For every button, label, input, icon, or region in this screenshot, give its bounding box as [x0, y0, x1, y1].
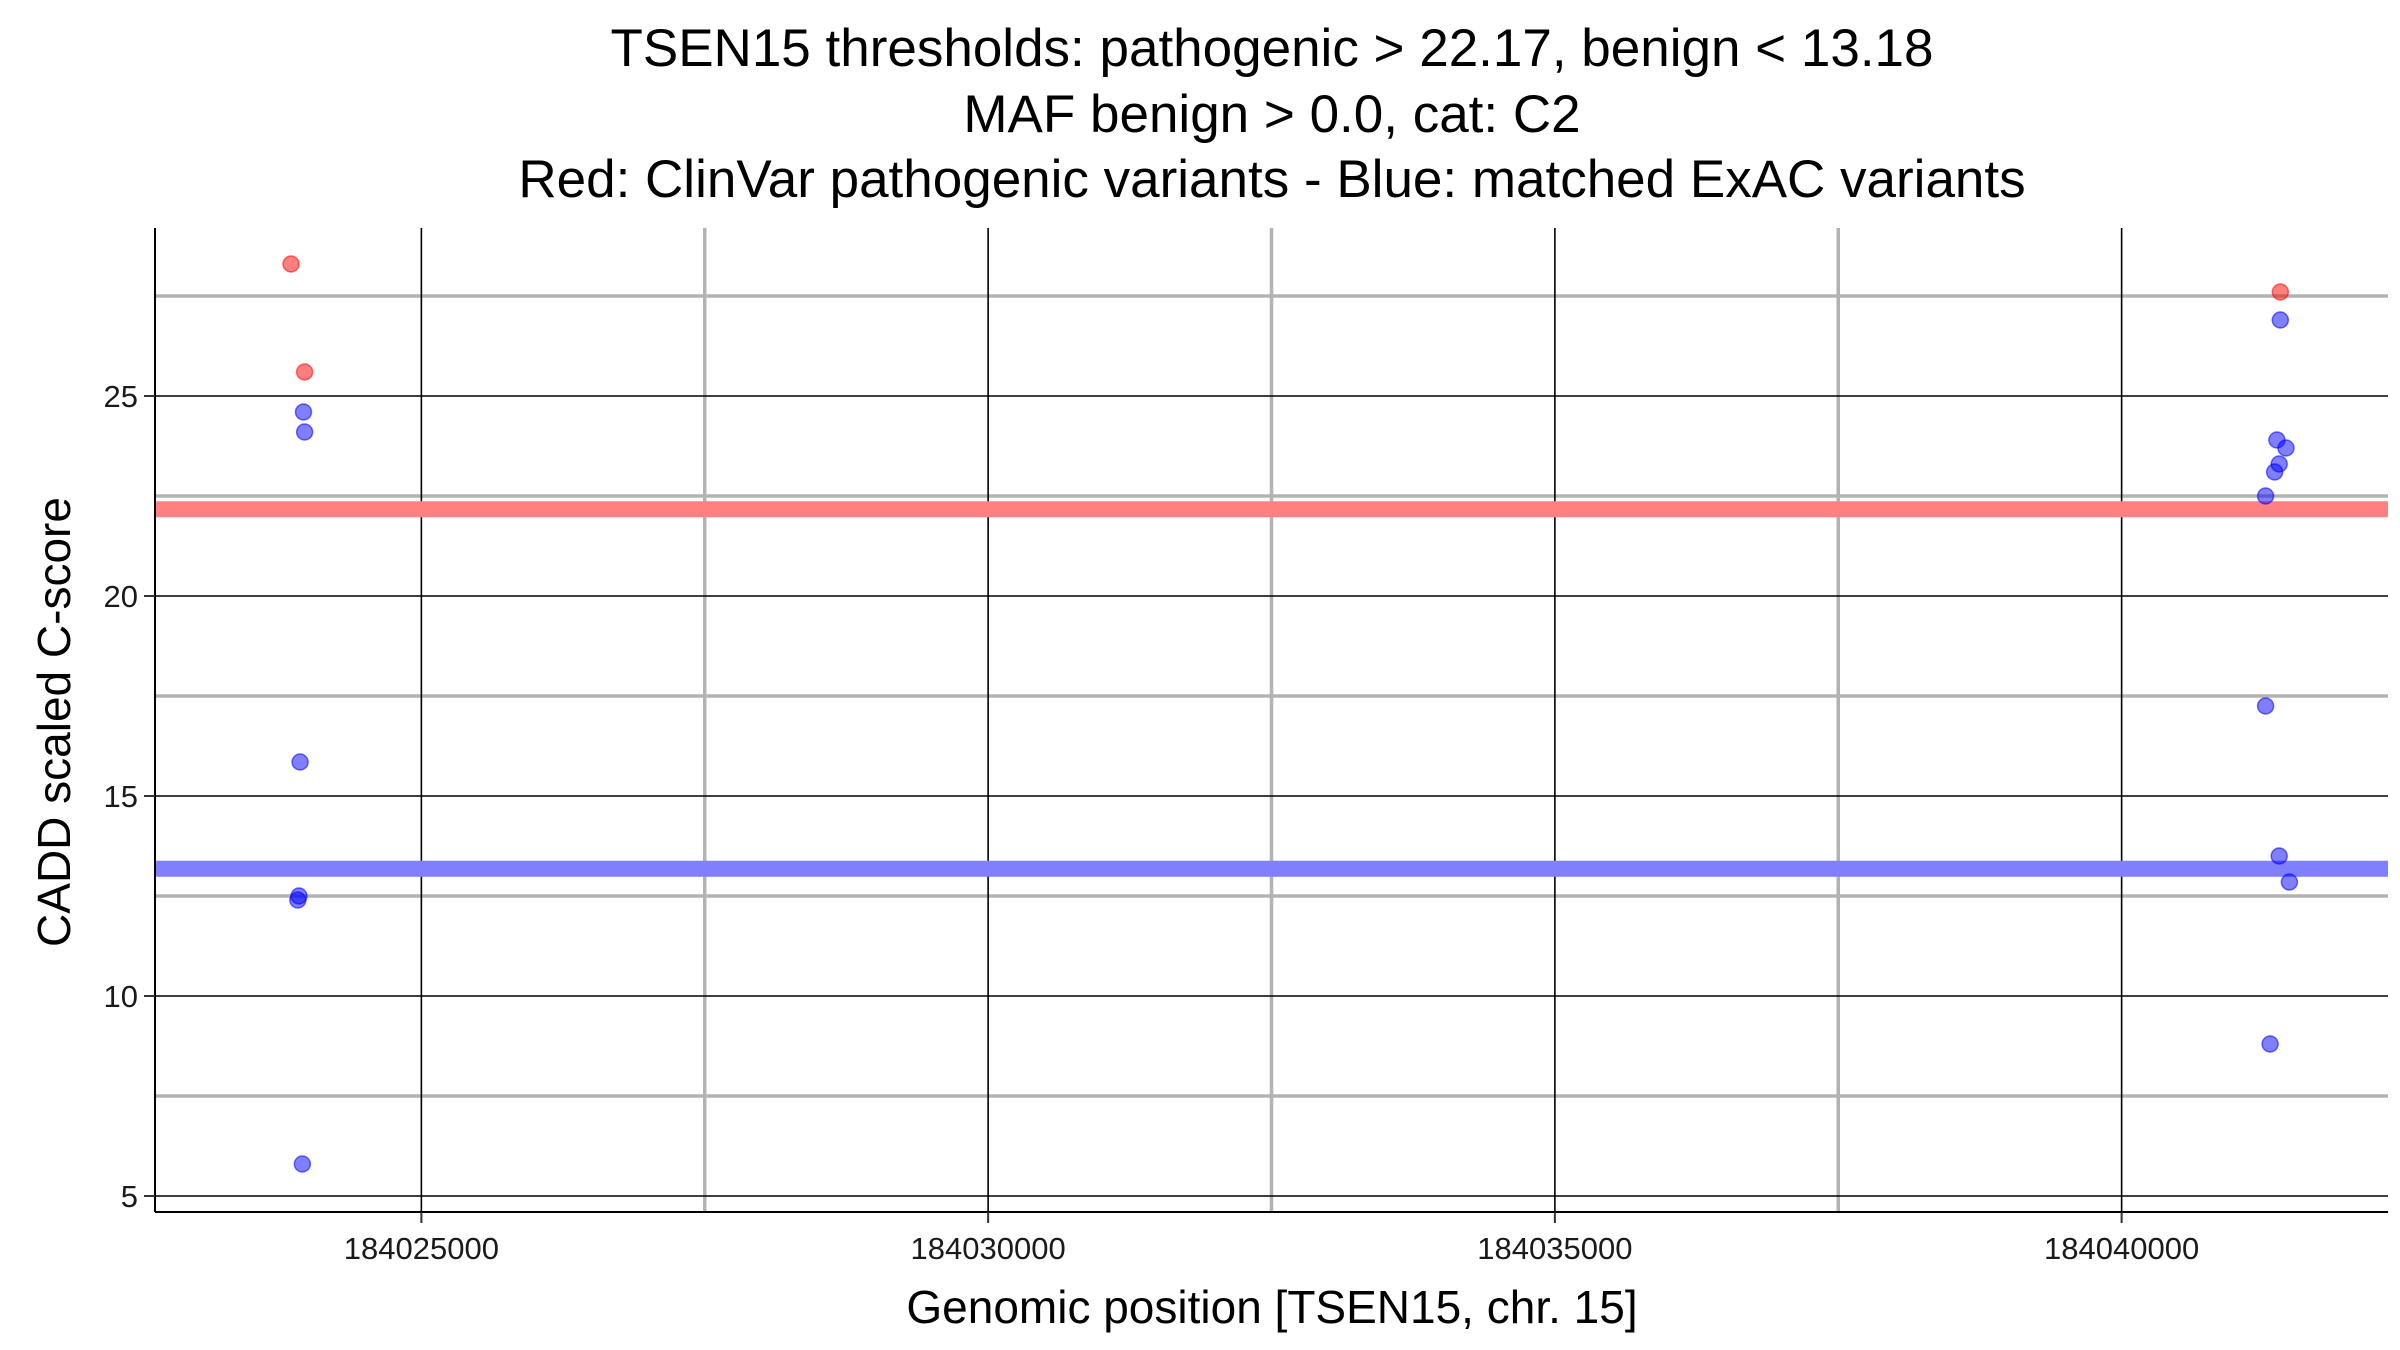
exac-matched-point	[2261, 1035, 2279, 1053]
x-tick-label: 184030000	[911, 1231, 1066, 1266]
x-tick-label: 184025000	[344, 1231, 499, 1266]
title-line-2: MAF benign > 0.0, cat: C2	[963, 85, 1580, 144]
x-axis-ticks: 184025000 184030000 184035000 184040000	[344, 1212, 2199, 1266]
y-tick-label: 20	[104, 579, 138, 614]
title-line-3: Red: ClinVar pathogenic variants - Blue:…	[518, 150, 2025, 209]
major-grid	[155, 228, 2388, 1212]
exac-matched-point	[2271, 311, 2290, 329]
clinvar-pathogenic-point	[295, 363, 314, 381]
data-points	[282, 255, 2299, 1173]
y-axis-ticks: 5 10 15 20 25	[104, 379, 155, 1214]
x-tick-label: 184035000	[1477, 1231, 1632, 1266]
exac-matched-point	[293, 1155, 312, 1173]
clinvar-pathogenic-point	[282, 255, 300, 273]
axes	[154, 228, 2388, 1213]
chart-title: TSEN15 thresholds: pathogenic > 22.17, b…	[518, 19, 2025, 209]
y-tick-label: 25	[104, 379, 138, 414]
threshold-lines	[155, 501, 2388, 877]
exac-matched-point	[289, 891, 307, 909]
exac-matched-point	[291, 753, 309, 771]
exac-matched-point	[2270, 847, 2288, 865]
x-axis-title: Genomic position [TSEN15, chr. 15]	[906, 1281, 1637, 1333]
exac-matched-point	[2280, 873, 2299, 891]
exac-matched-point	[295, 423, 314, 441]
exac-matched-point	[294, 403, 313, 421]
exac-matched-point	[2256, 487, 2275, 505]
exac-matched-point	[2277, 439, 2295, 457]
exac-matched-point	[2265, 463, 2284, 481]
clinvar-pathogenic-point	[2271, 283, 2290, 301]
y-tick-label: 5	[121, 1179, 138, 1214]
exac-matched-point	[2256, 697, 2275, 715]
y-tick-label: 15	[104, 779, 138, 814]
minor-grid	[155, 228, 2388, 1212]
x-tick-label: 184040000	[2044, 1231, 2199, 1266]
title-line-1: TSEN15 thresholds: pathogenic > 22.17, b…	[610, 19, 1933, 78]
y-tick-label: 10	[104, 979, 138, 1014]
y-axis-title: CADD scaled C-score	[28, 497, 80, 947]
